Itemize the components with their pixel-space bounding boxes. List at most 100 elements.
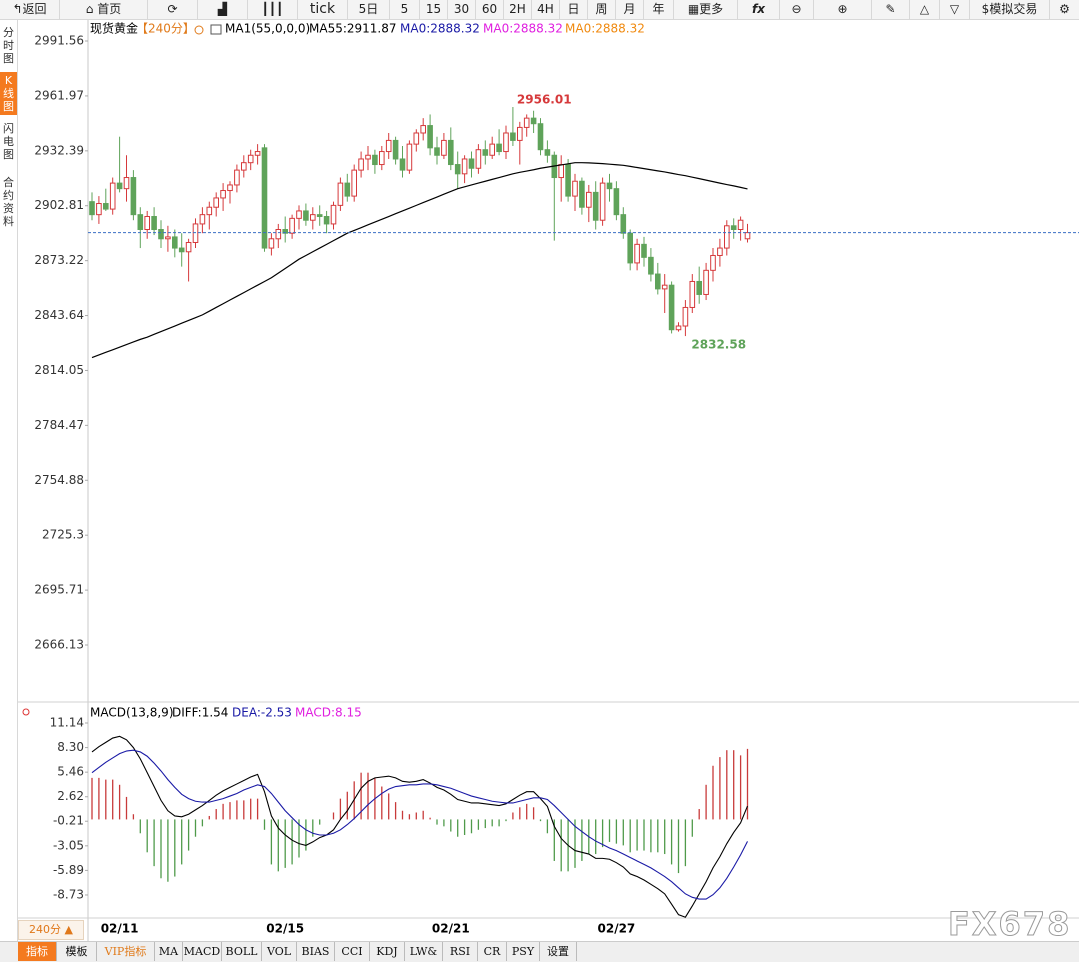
indicator-tab[interactable]: 模板 (57, 942, 97, 961)
candle-body (261, 147, 268, 249)
candle-body (234, 169, 240, 186)
sidebar-tab[interactable]: K线图 (0, 72, 17, 115)
period-button[interactable]: 30 (448, 0, 476, 19)
period-button[interactable]: 5日 (348, 0, 390, 19)
candle-body (427, 125, 433, 149)
candle-body (537, 123, 544, 151)
period-button[interactable]: tick (298, 0, 348, 19)
period-button[interactable]: 60 (476, 0, 504, 19)
x-tick-label: 02/27 (598, 922, 636, 936)
candle-body (344, 182, 351, 197)
candle-body (89, 201, 95, 216)
label: 更多 (699, 2, 724, 16)
sidebar-tab[interactable]: 合约资料 (3, 176, 14, 228)
candle-body (296, 210, 302, 219)
period-button[interactable]: 4H (532, 0, 560, 19)
period-button[interactable]: 15 (420, 0, 448, 19)
settings-button[interactable]: ⚙ (1059, 2, 1070, 16)
legend-entry: MACD:8.15 (295, 706, 362, 720)
candle-body (406, 143, 413, 171)
more-button[interactable]: ▦更多 (674, 0, 738, 19)
up-button[interactable]: △ (910, 0, 940, 19)
macd-line (91, 749, 748, 900)
candle-body (151, 216, 157, 231)
candle-body (503, 132, 509, 153)
back-button[interactable]: ↰返回 (0, 0, 60, 19)
chart-icon-button[interactable]: ▟ (198, 0, 248, 19)
period-button[interactable]: 周 (588, 0, 616, 19)
candle-body (482, 149, 489, 156)
candle-body (275, 229, 282, 240)
candle-body (682, 306, 689, 327)
indicator-tab[interactable]: RSI (443, 942, 478, 961)
x-tick-label: 02/11 (101, 922, 139, 936)
y-tick-label: 5.46 (57, 765, 84, 779)
formula-button[interactable]: fx (738, 0, 780, 19)
candle-body (579, 180, 585, 208)
candle-body (468, 158, 475, 169)
indicator-tab[interactable]: KDJ (370, 942, 405, 961)
indicator-tab[interactable]: CCI (335, 942, 370, 961)
indicator-tab[interactable]: MA (155, 942, 183, 961)
candle-body (496, 143, 502, 153)
label: 返回 (22, 2, 47, 16)
candle-body (434, 147, 440, 156)
candle-body (510, 132, 516, 141)
indicator-tab[interactable]: LW& (405, 942, 443, 961)
refresh-button[interactable]: ⟳ (148, 0, 198, 19)
candle-body (116, 182, 123, 190)
zoom-out-button[interactable]: ⊖ (780, 0, 814, 19)
sidebar: 分时图 K线图 闪电图 合约资料 (0, 20, 18, 941)
legend-entry: DEA:-2.53 (232, 706, 292, 720)
indicator-tab[interactable]: CR (478, 942, 507, 961)
period-button[interactable]: 2H (504, 0, 532, 19)
period-button[interactable]: 年 (644, 0, 674, 19)
sim-trade-button[interactable]: $模拟交易 (970, 0, 1050, 19)
draw-button[interactable]: ✎ (872, 0, 910, 19)
legend-entry: MA0:2888.32 (483, 22, 563, 36)
indicator-tab[interactable]: 设置 (540, 942, 577, 961)
sidebar-tab[interactable]: 闪电图 (3, 122, 14, 161)
x-tick-label: 02/15 (266, 922, 304, 936)
candle-body (475, 149, 482, 169)
candle-body (185, 241, 192, 253)
candle-body (392, 139, 399, 160)
sidebar-tab[interactable]: 分时图 (3, 26, 14, 65)
indicator-tab[interactable]: 指标 (18, 942, 57, 961)
period-button[interactable]: 日 (560, 0, 588, 19)
indicator-tab[interactable]: MACD (183, 942, 222, 961)
candle-body (413, 132, 420, 145)
candle-body (137, 214, 144, 231)
indicator-tab[interactable]: VIP指标 (97, 942, 155, 961)
y-tick-label: 2754.88 (34, 473, 84, 487)
candle-body (648, 256, 654, 275)
home-button[interactable]: ⌂ 首页 (60, 0, 148, 19)
candle-body (172, 236, 178, 249)
candle-body (227, 184, 233, 192)
period-selector[interactable]: 240分 ▲ (18, 920, 84, 940)
period-button[interactable]: 月 (616, 0, 644, 19)
indicator-tab[interactable]: VOL (262, 942, 297, 961)
candle-body (572, 180, 578, 197)
icon (22, 708, 30, 716)
candle-body (448, 139, 454, 166)
indicator-tab[interactable]: BIAS (297, 942, 335, 961)
y-tick-label: 11.14 (50, 716, 84, 730)
y-tick-label: 2843.64 (34, 308, 84, 322)
y-tick-label: -8.73 (53, 887, 84, 901)
zoom-in-button[interactable]: ⊕ (814, 0, 872, 19)
candle-body (123, 177, 130, 190)
period-button[interactable]: 5 (390, 0, 420, 19)
candle-icon-button[interactable]: ┃┃┃ (248, 0, 298, 19)
candle-body (399, 158, 406, 171)
legend-entry: MA0:2888.32 (565, 22, 645, 36)
indicator-tab[interactable]: PSY (507, 942, 540, 961)
min-label: 2832.58 (691, 338, 746, 352)
indicator-tab[interactable]: BOLL (222, 942, 262, 961)
candle-body (620, 214, 627, 234)
indicator-tabs: 指标 模板 VIP指标 MA MACD BOLL VOL BIAS CCI KDJ LW& RSI CR… (0, 941, 1079, 962)
candle-body (206, 206, 213, 216)
y-tick-label: -3.05 (53, 838, 84, 852)
candle-body (103, 203, 109, 210)
down-button[interactable]: ▽ (940, 0, 970, 19)
